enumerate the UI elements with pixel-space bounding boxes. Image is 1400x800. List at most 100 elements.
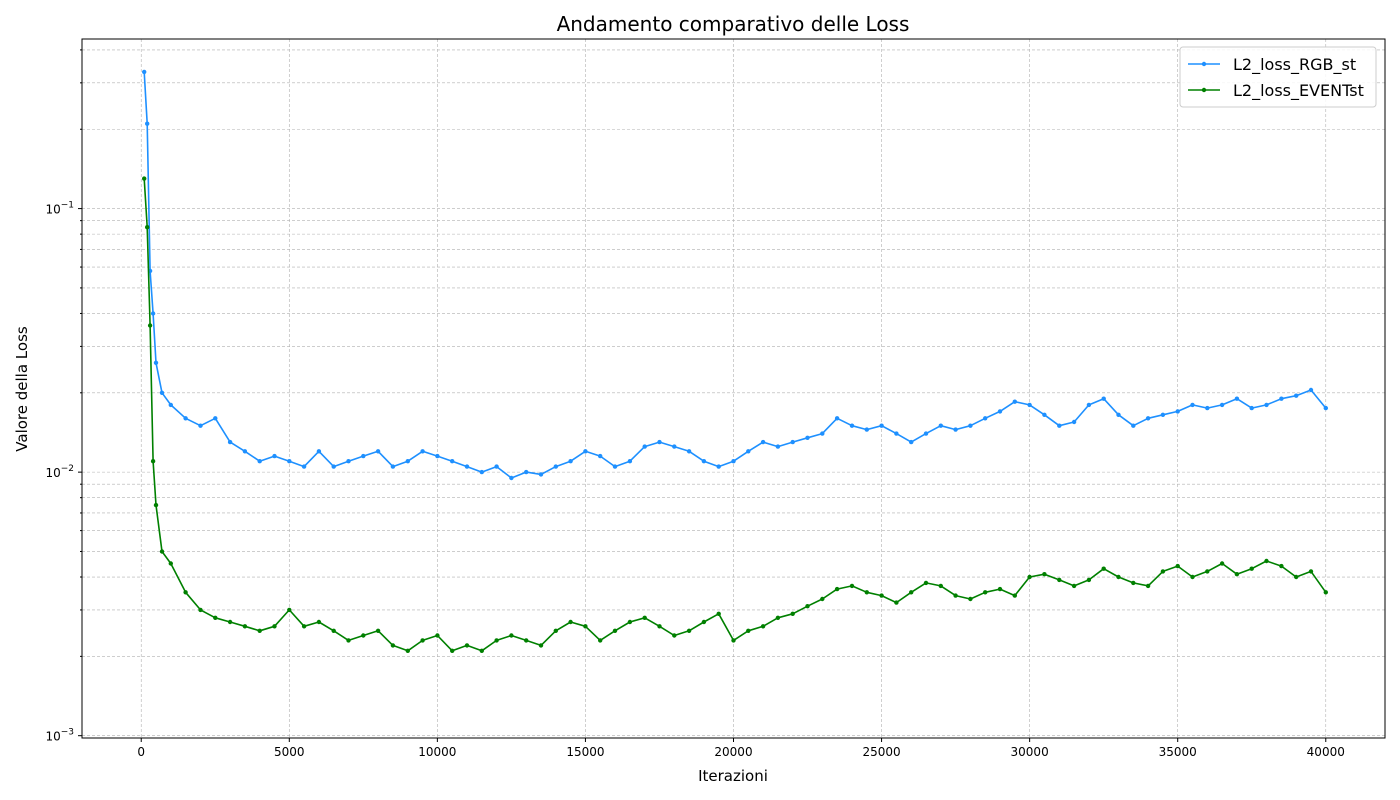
data-point — [627, 619, 633, 625]
data-point — [701, 619, 707, 625]
data-point — [450, 648, 455, 653]
x-tick-label: 25000 — [862, 745, 900, 759]
data-point — [405, 648, 410, 653]
data-point — [1145, 416, 1151, 421]
data-point — [686, 449, 692, 454]
data-point — [1294, 393, 1299, 398]
data-point — [198, 607, 203, 613]
data-point — [983, 416, 988, 421]
data-point — [390, 643, 396, 648]
legend-marker — [1201, 61, 1207, 67]
data-point — [1219, 561, 1225, 566]
data-point — [159, 549, 165, 554]
y-tick-label: 10−3 — [45, 728, 74, 744]
data-point — [479, 469, 484, 475]
data-point — [420, 638, 425, 643]
data-point — [1071, 419, 1077, 425]
data-point — [746, 628, 751, 633]
data-point — [583, 624, 588, 629]
data-point — [731, 459, 736, 464]
data-point — [1160, 569, 1166, 574]
data-point — [1042, 412, 1047, 417]
x-tick-label: 30000 — [1011, 745, 1049, 759]
data-point — [612, 628, 618, 633]
data-point — [997, 586, 1003, 592]
data-point — [435, 633, 440, 638]
data-point — [316, 449, 322, 454]
data-point — [1205, 405, 1210, 411]
data-point — [657, 624, 662, 629]
data-point — [894, 600, 899, 605]
data-point — [198, 423, 203, 428]
data-point — [805, 435, 810, 440]
data-point — [909, 439, 914, 445]
data-point — [938, 583, 943, 589]
data-point — [405, 459, 410, 464]
data-point — [464, 464, 470, 469]
data-point — [257, 459, 262, 464]
data-point — [168, 402, 173, 408]
data-point — [450, 459, 455, 464]
y-axis-ticks: 10−3 10−2 10−1 — [45, 49, 82, 744]
data-point — [879, 423, 884, 428]
data-point — [938, 423, 943, 428]
data-point — [672, 444, 677, 449]
data-point — [524, 638, 529, 643]
data-point — [1131, 580, 1136, 586]
data-point — [790, 611, 795, 616]
data-point — [272, 453, 277, 459]
data-point — [701, 459, 707, 464]
data-point — [760, 624, 766, 629]
legend-marker — [1201, 87, 1207, 93]
grid — [82, 39, 1385, 738]
data-point — [1175, 563, 1180, 569]
data-point — [524, 469, 529, 475]
data-point — [361, 453, 366, 459]
y-tick-label: 10−1 — [45, 201, 74, 217]
x-tick-label: 35000 — [1159, 745, 1197, 759]
data-point — [213, 615, 218, 620]
legend-box — [1179, 46, 1377, 108]
chart-title: Andamento comparativo delle Loss — [557, 12, 910, 36]
x-tick-label: 10000 — [418, 745, 456, 759]
data-point — [1101, 566, 1106, 571]
data-point — [147, 323, 153, 328]
data-point — [494, 464, 499, 469]
data-point — [953, 593, 958, 598]
data-point — [627, 459, 633, 464]
data-point — [775, 444, 781, 449]
series-L2_loss_EVENTst — [142, 176, 1329, 653]
data-point — [1219, 402, 1225, 408]
data-point — [790, 439, 795, 445]
data-point — [953, 427, 958, 432]
data-point — [435, 453, 440, 459]
y-axis-title: Valore della Loss — [13, 326, 31, 452]
data-point — [301, 464, 307, 469]
data-point — [1057, 423, 1062, 428]
data-point — [242, 449, 248, 454]
data-point — [1175, 409, 1180, 414]
series-L2_loss_RGB_st — [142, 69, 1329, 481]
data-point — [183, 416, 188, 421]
data-point — [775, 615, 781, 620]
data-point — [864, 590, 869, 595]
data-point — [598, 453, 603, 459]
data-point — [1279, 563, 1284, 569]
x-tick-label: 20000 — [714, 745, 752, 759]
data-point — [894, 431, 899, 436]
data-point — [150, 311, 156, 316]
data-point — [553, 628, 558, 633]
data-point — [390, 464, 396, 469]
data-point — [257, 628, 262, 633]
data-point — [1279, 396, 1284, 401]
data-point — [301, 624, 307, 629]
legend-label: L2_loss_RGB_st — [1233, 55, 1356, 75]
x-tick-label: 40000 — [1307, 745, 1345, 759]
data-point — [272, 624, 277, 629]
data-point — [1190, 402, 1195, 408]
data-point — [227, 439, 233, 445]
data-point — [1145, 583, 1151, 589]
data-point — [805, 604, 810, 609]
data-point — [1027, 402, 1032, 408]
